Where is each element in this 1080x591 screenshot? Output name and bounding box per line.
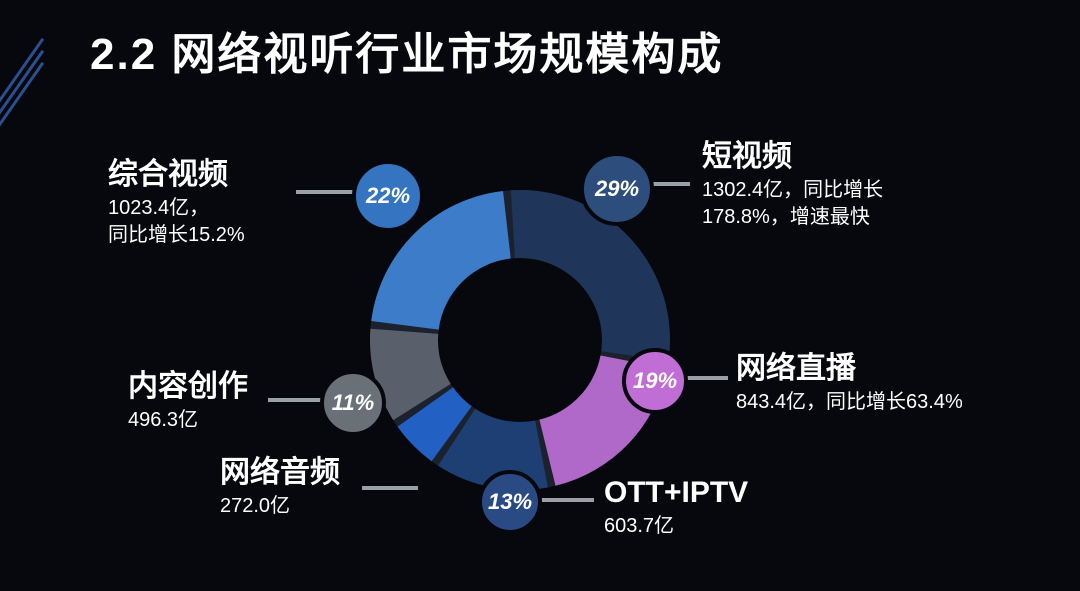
label-name: 短视频 — [702, 140, 883, 173]
accent-stripes — [0, 60, 60, 120]
pct-bubble-comprehensive: 22% — [352, 160, 424, 232]
label-name: 网络音频 — [220, 456, 340, 489]
pct-bubble-ott_iptv: 13% — [478, 470, 542, 534]
pct-bubble-short_video: 29% — [580, 152, 654, 226]
pct-bubble-content: 11% — [320, 370, 386, 436]
slide: 2.2 网络视听行业市场规模构成 29% 短视频 1302.4亿，同比增长178.8… — [0, 0, 1080, 591]
label-audio: 网络音频 272.0亿 — [220, 456, 340, 520]
label-name: 内容创作 — [128, 370, 248, 403]
label-content: 内容创作 496.3亿 — [128, 370, 248, 434]
label-desc: 1302.4亿，同比增长178.8%，增速最快 — [702, 177, 883, 231]
slide-title: 2.2 网络视听行业市场规模构成 — [90, 18, 723, 82]
lead-line-content — [268, 398, 322, 402]
label-desc: 496.3亿 — [128, 407, 248, 434]
label-name: 网络直播 — [736, 352, 963, 385]
pct-bubble-live: 19% — [622, 348, 688, 414]
label-desc: 843.4亿，同比增长63.4% — [736, 389, 963, 416]
label-ott_iptv: OTT+IPTV 603.7亿 — [604, 476, 748, 540]
label-name: OTT+IPTV — [604, 476, 748, 509]
label-live: 网络直播 843.4亿，同比增长63.4% — [736, 352, 963, 416]
label-desc: 272.0亿 — [220, 493, 340, 520]
lead-line-ott_iptv — [534, 498, 594, 502]
label-desc: 603.7亿 — [604, 513, 748, 540]
lead-line-audio — [362, 486, 418, 490]
label-short_video: 短视频 1302.4亿，同比增长178.8%，增速最快 — [702, 140, 883, 231]
label-name: 综合视频 — [108, 158, 245, 191]
label-desc: 1023.4亿，同比增长15.2% — [108, 195, 245, 249]
lead-line-comprehensive — [296, 190, 354, 194]
label-comprehensive: 综合视频 1023.4亿，同比增长15.2% — [108, 158, 245, 249]
